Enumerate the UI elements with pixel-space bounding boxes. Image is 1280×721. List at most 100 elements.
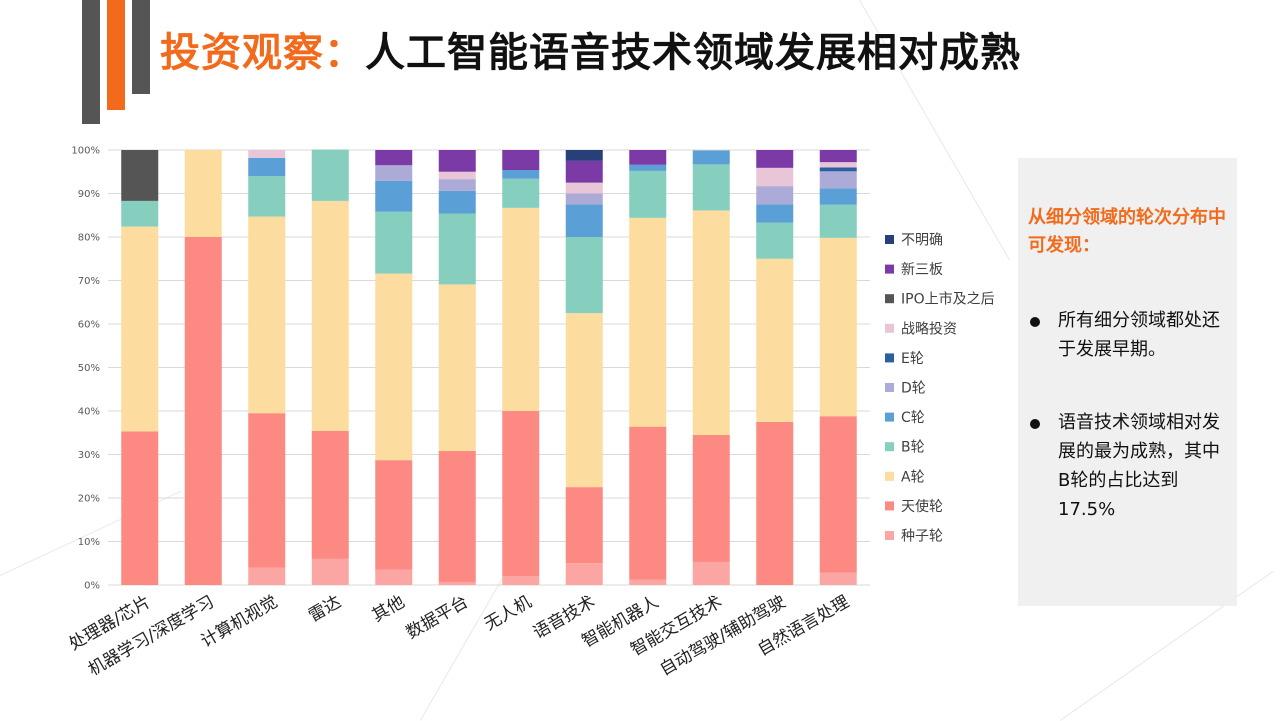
- bar-segment: [629, 170, 667, 218]
- y-tick-label: 100%: [71, 146, 100, 157]
- legend-swatch: [885, 264, 894, 274]
- y-tick-label: 40%: [78, 407, 100, 418]
- y-tick-label: 50%: [78, 363, 100, 374]
- legend-label: 天使轮: [901, 498, 943, 515]
- bar-segment: [565, 313, 603, 488]
- bar-segment: [565, 487, 603, 564]
- insight-bullet: 语音技术领域相对发展的最为成熟，其中B轮的占比达到17.5%: [1028, 408, 1228, 524]
- y-tick-label: 80%: [78, 233, 100, 244]
- bullet-dot-icon: [1030, 317, 1040, 327]
- bar-segment: [756, 150, 794, 168]
- legend-label: B轮: [901, 440, 925, 456]
- bar-segment: [438, 150, 476, 172]
- insight-bullet-text: 语音技术领域相对发展的最为成熟，其中B轮的占比达到17.5%: [1058, 412, 1220, 520]
- bar-segment: [819, 167, 857, 172]
- x-category-label: 雷达: [305, 592, 344, 626]
- bar-segment: [692, 561, 730, 585]
- insight-bullet: 所有细分领域都处还于发展早期。: [1028, 306, 1228, 364]
- legend-label: 种子轮: [901, 529, 943, 545]
- bar-segment: [692, 210, 730, 435]
- bar-segment: [819, 572, 857, 585]
- bar-segment: [819, 171, 857, 189]
- bar-segment: [311, 431, 349, 559]
- bar-segment: [375, 211, 413, 274]
- bar-segment: [692, 164, 730, 211]
- bar-segment: [438, 179, 476, 191]
- bar-segment: [629, 579, 667, 585]
- bar-segment: [121, 200, 159, 227]
- bar-segment: [375, 165, 413, 181]
- legend-label: A轮: [901, 469, 925, 485]
- bar-segment: [375, 569, 413, 585]
- bar-segment: [438, 581, 476, 585]
- bar-segment: [565, 150, 603, 161]
- bar-segment: [819, 416, 857, 573]
- bar-segment: [438, 213, 476, 285]
- legend-swatch: [885, 531, 894, 540]
- y-tick-label: 20%: [78, 494, 100, 505]
- y-tick-label: 30%: [78, 450, 100, 461]
- bar-segment: [819, 162, 857, 168]
- bar-segment: [629, 150, 667, 165]
- bar-segment: [756, 167, 794, 187]
- legend-swatch: [885, 383, 894, 392]
- bar-segment: [311, 558, 349, 585]
- bar-segment: [121, 431, 159, 585]
- bar-segment: [375, 273, 413, 461]
- bar-segment: [121, 150, 159, 201]
- bar-segment: [756, 186, 794, 205]
- y-tick-label: 0%: [84, 581, 100, 592]
- bar-segment: [248, 567, 286, 585]
- title-main: 人工智能语音技术领域发展相对成熟: [365, 30, 1021, 76]
- bar-segment: [184, 237, 222, 585]
- bar-segment: [375, 150, 413, 166]
- legend-label: E轮: [901, 351, 924, 367]
- legend-swatch: [885, 442, 894, 452]
- bullet-dot-icon: [1030, 419, 1040, 429]
- bar-segment: [502, 411, 540, 577]
- insight-heading: 从细分领域的轮次分布中可发现：: [1028, 207, 1226, 256]
- bar-segment: [311, 149, 349, 201]
- bar-segment: [756, 258, 794, 422]
- bar-segment: [248, 157, 286, 177]
- bar-segment: [248, 150, 286, 158]
- bar-segment: [121, 226, 159, 432]
- y-tick-label: 90%: [78, 189, 100, 200]
- bar-segment: [756, 204, 794, 223]
- bar-segment: [502, 150, 540, 171]
- legend-swatch: [885, 235, 894, 244]
- header-decoration-bar-orange: [107, 0, 125, 110]
- bar-segment: [756, 421, 794, 585]
- y-tick-label: 60%: [78, 320, 100, 331]
- insight-panel: 从细分领域的轮次分布中可发现： 所有细分领域都处还于发展早期。 语音技术领域相对…: [1018, 158, 1237, 606]
- legend-label: D轮: [901, 381, 926, 397]
- bar-segment: [692, 150, 730, 165]
- legend-label: 新三板: [901, 262, 943, 278]
- y-tick-label: 10%: [78, 537, 100, 548]
- bar-segment: [692, 434, 730, 562]
- bar-segment: [565, 563, 603, 585]
- bar-segment: [565, 160, 603, 183]
- bar-segment: [502, 170, 540, 179]
- bar-segment: [438, 171, 476, 180]
- bar-segment: [819, 188, 857, 205]
- legend-swatch: [885, 294, 894, 304]
- bar-segment: [375, 460, 413, 570]
- legend-label: 战略投资: [901, 321, 957, 337]
- bar-segment: [438, 190, 476, 214]
- bar-segment: [565, 193, 603, 205]
- bar-segment: [819, 204, 857, 238]
- legend-label: 不明确: [901, 233, 943, 249]
- bar-segment: [502, 576, 540, 585]
- bar-segment: [565, 182, 603, 194]
- bar-segment: [502, 178, 540, 208]
- legend-swatch: [885, 471, 894, 481]
- bar-segment: [375, 180, 413, 212]
- bar-segment: [756, 222, 794, 259]
- bar-segment: [248, 176, 286, 217]
- title-prefix: 投资观察：: [160, 30, 365, 76]
- legend-swatch: [885, 501, 894, 511]
- insight-bullet-text: 所有细分领域都处还于发展早期。: [1058, 310, 1220, 360]
- bar-segment: [629, 164, 667, 171]
- legend-label: C轮: [901, 410, 925, 426]
